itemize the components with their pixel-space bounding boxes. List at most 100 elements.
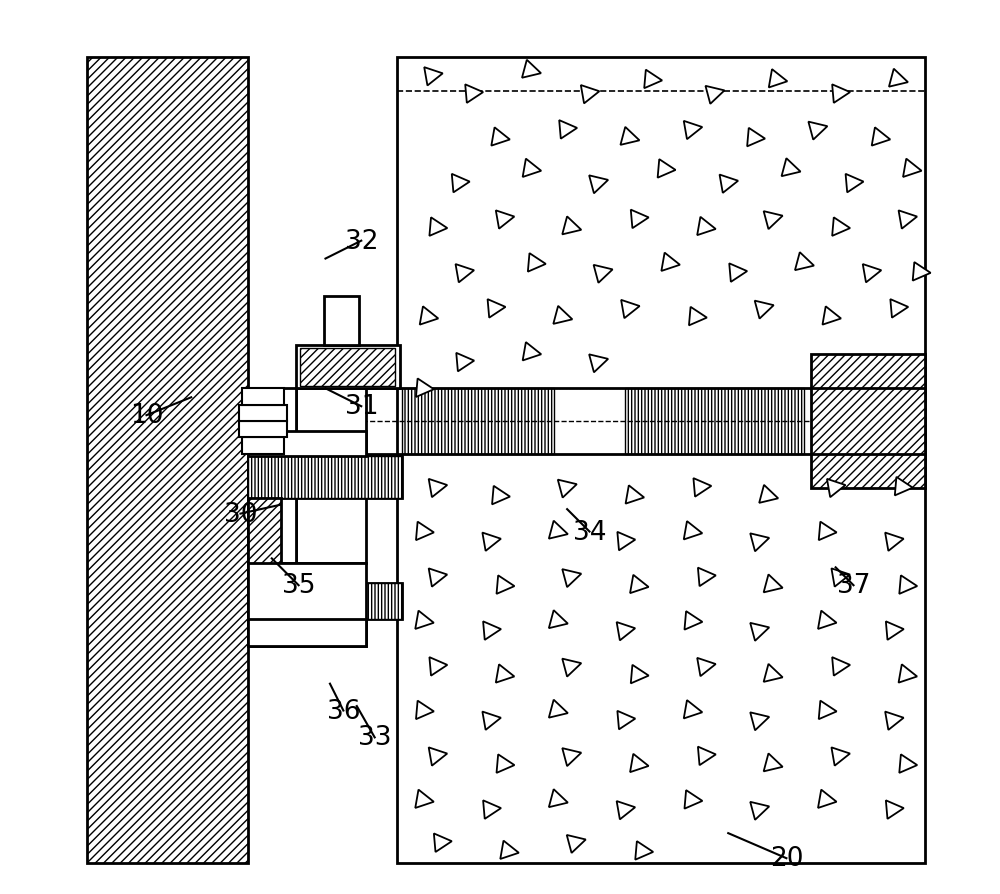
Polygon shape [594,266,613,283]
Bar [239,405,287,422]
Polygon shape [644,71,662,89]
Polygon shape [562,748,581,766]
Bar [248,563,366,646]
Polygon shape [491,128,510,147]
Polygon shape [895,477,913,496]
Polygon shape [483,621,501,640]
Polygon shape [697,658,716,677]
Polygon shape [832,218,850,237]
Polygon shape [846,174,864,193]
Bar [811,355,925,488]
Polygon shape [492,486,510,505]
Polygon shape [750,802,769,820]
Polygon shape [903,159,922,178]
Bar [239,422,287,438]
Polygon shape [429,569,447,587]
Polygon shape [420,307,438,325]
Polygon shape [617,711,635,730]
Polygon shape [764,664,783,682]
Polygon shape [819,701,837,720]
Polygon shape [889,70,908,88]
Polygon shape [456,353,474,372]
Text: 10: 10 [130,402,163,429]
Bar [402,389,554,454]
Polygon shape [617,532,635,551]
Polygon shape [684,790,702,809]
Polygon shape [913,263,931,282]
Polygon shape [759,485,778,503]
Polygon shape [697,217,716,236]
Bar [248,457,402,499]
Polygon shape [562,569,581,587]
Polygon shape [549,521,568,539]
Bar [248,432,366,457]
Bar [248,584,402,620]
Polygon shape [658,160,676,179]
Polygon shape [750,713,769,730]
Polygon shape [831,569,850,587]
Polygon shape [689,308,707,326]
Text: 35: 35 [282,572,315,599]
Polygon shape [890,299,908,318]
Polygon shape [698,568,716,586]
Polygon shape [750,623,769,641]
Polygon shape [581,86,599,105]
Polygon shape [429,218,447,237]
Polygon shape [497,755,514,773]
Polygon shape [899,211,917,230]
Polygon shape [589,176,608,194]
Polygon shape [720,175,738,194]
Polygon shape [747,129,765,148]
Bar [248,499,281,584]
Polygon shape [886,800,904,819]
Polygon shape [549,700,568,718]
Polygon shape [631,665,649,684]
Polygon shape [456,265,474,283]
Polygon shape [872,128,890,147]
Polygon shape [522,61,541,79]
Polygon shape [549,789,568,807]
Polygon shape [416,522,434,541]
Polygon shape [684,611,702,630]
Polygon shape [415,611,434,629]
Polygon shape [769,70,787,89]
Polygon shape [465,85,483,104]
Polygon shape [755,301,774,319]
Polygon shape [621,300,640,319]
Polygon shape [483,800,501,819]
Polygon shape [630,575,649,594]
Polygon shape [488,299,506,318]
Polygon shape [827,479,845,498]
Bar [397,58,925,863]
Polygon shape [562,659,581,677]
Polygon shape [899,664,917,683]
Polygon shape [415,789,434,808]
Bar [242,438,284,454]
Polygon shape [558,480,577,498]
Polygon shape [630,754,649,772]
Polygon shape [808,122,827,140]
Text: 33: 33 [358,724,391,751]
Polygon shape [819,522,837,541]
Polygon shape [553,307,572,325]
Polygon shape [684,521,702,540]
Polygon shape [434,833,452,852]
Bar [248,457,402,499]
Polygon shape [729,264,747,283]
Polygon shape [429,747,447,766]
Polygon shape [831,747,850,766]
Polygon shape [496,664,514,683]
Bar [248,389,296,563]
Polygon shape [684,122,702,140]
Bar [625,389,804,454]
Polygon shape [782,159,801,177]
Polygon shape [818,789,837,808]
Polygon shape [617,622,635,641]
Polygon shape [559,121,577,139]
Bar [300,349,395,386]
Polygon shape [620,128,639,146]
Polygon shape [549,611,568,628]
Polygon shape [885,533,904,552]
Polygon shape [429,657,447,676]
Polygon shape [482,533,501,552]
